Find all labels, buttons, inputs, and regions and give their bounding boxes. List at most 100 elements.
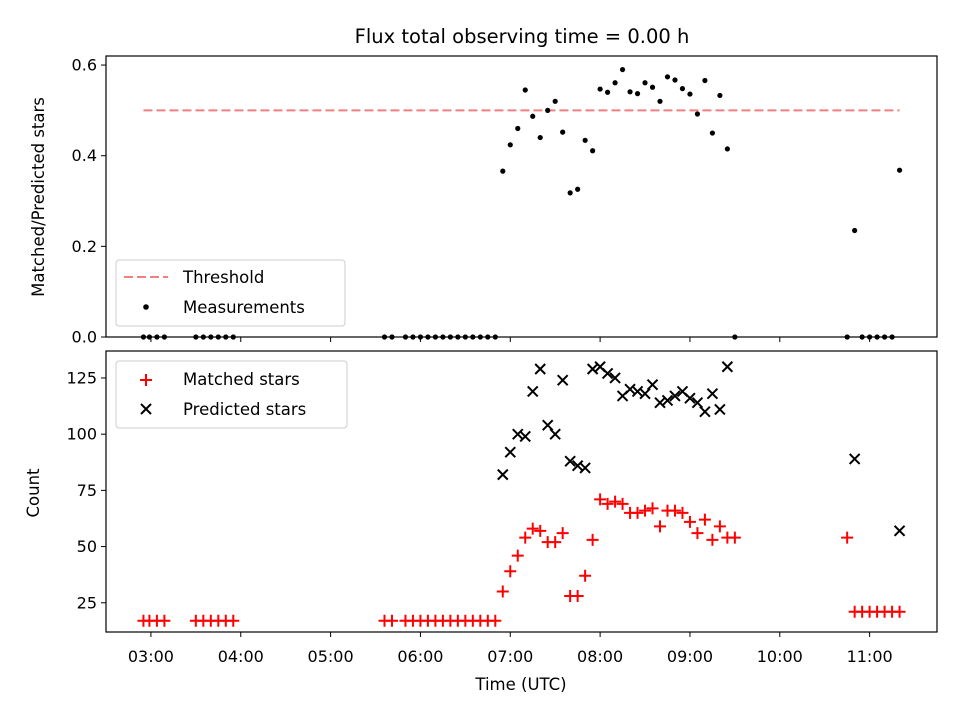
predicted-star-point (714, 403, 726, 416)
matched-star-point (534, 524, 547, 537)
legend-matched-label: Matched stars (183, 370, 300, 389)
measurement-point (724, 146, 730, 152)
matched-star-point (713, 520, 726, 533)
count-y-tick-label: 100 (66, 425, 97, 444)
count-panel-frame (105, 350, 938, 633)
matched-star-point (511, 549, 524, 562)
matched-star-point (496, 585, 509, 598)
ratio-y-tick-label: 0.6 (72, 56, 97, 75)
x-tick-label: 08:00 (577, 647, 623, 666)
measurement-point (575, 186, 581, 192)
predicted-star-point (609, 372, 621, 384)
predicted-star-point (497, 468, 509, 481)
predicted-star-point (527, 385, 539, 398)
measurement-point (567, 190, 573, 196)
measurement-point (642, 80, 648, 86)
predicted-star-point (669, 390, 681, 402)
matched-star-point (586, 533, 599, 546)
measurement-point (634, 91, 641, 97)
predicted-star-point (646, 379, 659, 391)
matched-star-point (601, 497, 614, 510)
predicted-star-point (564, 455, 576, 467)
legend-measurements-label: Measurements (183, 298, 305, 317)
legend-predicted-label: Predicted stars (183, 400, 306, 419)
measurement-point (560, 129, 566, 135)
predicted-star-point (639, 388, 651, 400)
matched-star-point (158, 614, 171, 627)
predicted-star-point (556, 374, 569, 386)
legend-predicted-swatch (140, 403, 152, 415)
measurement-point (507, 142, 513, 148)
ratio-panel: 0.0 0.2 0.4 0.6 Matched/Predicted stars Thr… (29, 55, 938, 347)
matched-star-point (668, 504, 681, 517)
predicted-star-point (706, 388, 719, 400)
predicted-star-point (504, 446, 516, 458)
predicted-star-point (699, 405, 711, 418)
measurement-point (702, 77, 708, 84)
matched-star-point (556, 527, 569, 540)
legend-matched-swatch (140, 374, 152, 386)
x-tick-label: 10:00 (757, 647, 803, 666)
predicted-star-point (512, 428, 524, 440)
matched-star-point (571, 590, 584, 603)
x-tick-label: 03:00 (128, 647, 174, 666)
measurement-point (694, 111, 701, 117)
legend-measurements-swatch (143, 304, 149, 310)
ratio-y-axis-label: Matched/Predicted stars (29, 97, 48, 297)
matched-star-point (654, 520, 666, 533)
matched-star-point (594, 493, 607, 506)
ratio-y-tick-label: 0.0 (72, 328, 97, 347)
measurement-point (672, 77, 678, 83)
count-y-tick-label: 50 (77, 537, 97, 556)
predicted-star-point (579, 462, 591, 474)
predicted-star-point (549, 428, 561, 440)
predicted-star-point (571, 459, 584, 472)
predicted-star-point (661, 394, 674, 407)
predicted-star-point (654, 396, 666, 409)
matched-star-point (706, 533, 719, 546)
measurement-point (852, 227, 858, 234)
measurement-point (612, 80, 618, 86)
measurement-point (590, 148, 596, 154)
measurement-point (515, 125, 521, 132)
predicted-star-point (541, 419, 554, 431)
matched-star-point (676, 506, 689, 519)
x-tick-label: 11:00 (847, 647, 893, 666)
x-tick-label: 07:00 (487, 647, 533, 666)
ratio-panel-frame (105, 55, 938, 338)
predicted-star-point (893, 525, 906, 537)
measurement-point (709, 130, 716, 136)
measurement-point (582, 137, 588, 143)
ratio-y-tick-label: 0.4 (72, 146, 97, 165)
ratio-y-tick-label: 0.2 (72, 237, 97, 256)
x-tick-label: 05:00 (308, 647, 354, 666)
measurement-point (537, 134, 543, 141)
measurement-point (597, 86, 603, 92)
matched-star-point (841, 531, 854, 544)
matched-star-point (385, 614, 398, 627)
matched-star-point (489, 614, 502, 627)
x-axis-label: Time (UTC) (474, 675, 566, 694)
chart-title: Flux total observing time = 0.00 h (355, 25, 690, 48)
matched-star-point (519, 531, 532, 544)
predicted-star-point (534, 363, 546, 375)
count-y-tick-label: 75 (77, 481, 97, 500)
matched-star-point (691, 527, 704, 540)
matched-star-point (698, 513, 711, 526)
measurement-point (545, 107, 551, 113)
count-y-tick-label: 25 (77, 593, 97, 612)
matched-star-point (227, 614, 240, 627)
measurement-point (530, 113, 536, 119)
matched-star-point (646, 502, 659, 515)
measurement-point (500, 168, 506, 174)
matched-star-point (504, 565, 517, 578)
predicted-star-point (586, 363, 599, 375)
x-tick-label: 09:00 (667, 647, 713, 666)
measurement-point (552, 98, 558, 104)
measurement-point (687, 91, 693, 97)
count-y-axis-label: Count (24, 468, 43, 518)
predicted-star-point (519, 430, 531, 443)
x-tick-label: 04:00 (218, 647, 264, 666)
matched-star-point (683, 515, 696, 528)
